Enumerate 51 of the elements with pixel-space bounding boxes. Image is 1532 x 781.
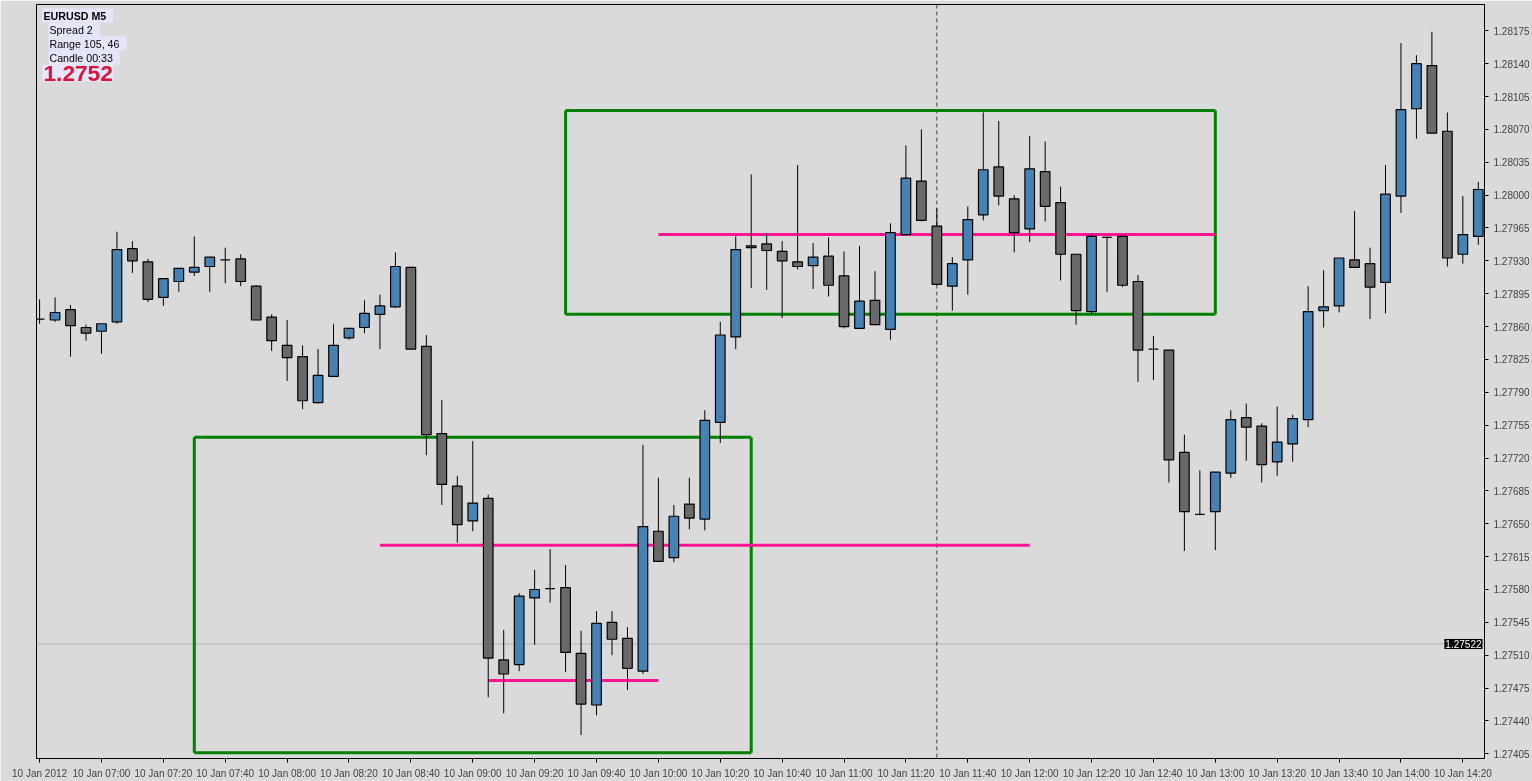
x-tick-label: 10 Jan 14:20 <box>1433 767 1493 779</box>
x-tick-label: 10 Jan 10:00 <box>629 767 688 779</box>
y-tick-label: 1.27440 <box>1493 715 1531 727</box>
x-tick-label: 10 Jan 08:40 <box>381 767 441 779</box>
y-tick-label: 1.27720 <box>1493 453 1531 465</box>
y-tick-label: 1.27755 <box>1493 420 1531 432</box>
x-tick-label: 10 Jan 13:00 <box>1186 767 1245 779</box>
y-tick-label: 1.27965 <box>1493 222 1531 234</box>
y-tick-label: 1.28140 <box>1493 58 1531 70</box>
annotation: Range 105, 46 <box>49 37 120 50</box>
y-tick-label: 1.27825 <box>1493 354 1531 366</box>
y-tick-label: 1.27475 <box>1493 683 1531 695</box>
x-tick-label: 10 Jan 09:40 <box>567 767 626 779</box>
y-tick-label: 1.27580 <box>1493 584 1531 596</box>
y-tick-label: 1.27860 <box>1493 321 1531 333</box>
y-tick-label: 1.27405 <box>1493 748 1531 760</box>
y-tick-label: 1.27930 <box>1493 255 1531 267</box>
x-tick-label: 10 Jan 10:20 <box>691 767 750 779</box>
x-tick-label: 10 Jan 11:00 <box>815 767 874 779</box>
y-tick-label: 1.28070 <box>1493 124 1531 136</box>
x-tick-label: 10 Jan 07:40 <box>196 767 255 779</box>
x-tick-label: 10 Jan 08:00 <box>258 767 317 779</box>
x-tick-label: 10 Jan 2012 <box>12 767 68 779</box>
y-tick-label: 1.27545 <box>1493 617 1531 629</box>
x-tick-label: 10 Jan 08:20 <box>320 767 379 779</box>
x-tick-label: 10 Jan 09:00 <box>443 767 503 779</box>
annotation: Spread 2 <box>49 23 93 36</box>
x-tick-label: 10 Jan 09:20 <box>505 767 564 779</box>
y-tick-label: 1.27790 <box>1493 387 1531 399</box>
y-tick-label: 1.27650 <box>1493 518 1531 530</box>
x-tick-label: 10 Jan 11:40 <box>939 767 997 779</box>
x-tick-label: 10 Jan 07:00 <box>72 767 131 779</box>
y-tick-label: 1.28175 <box>1493 25 1531 37</box>
ref-line-label: 1.27522 <box>1445 638 1482 650</box>
y-tick-label: 1.27615 <box>1493 551 1531 563</box>
x-tick-label: 10 Jan 14:00 <box>1372 767 1431 779</box>
y-tick-label: 1.27685 <box>1493 485 1531 497</box>
x-tick-label: 10 Jan 13:40 <box>1310 767 1369 779</box>
x-tick-label: 10 Jan 12:00 <box>1000 767 1060 779</box>
y-tick-label: 1.27510 <box>1493 650 1531 662</box>
y-tick-label: 1.28035 <box>1493 157 1531 169</box>
x-tick-label: 10 Jan 11:20 <box>877 767 935 779</box>
annotation: EURUSD M5 <box>43 9 107 22</box>
x-tick-label: 10 Jan 10:40 <box>753 767 812 779</box>
y-tick-label: 1.27895 <box>1493 288 1531 300</box>
x-tick-label: 10 Jan 07:20 <box>134 767 193 779</box>
x-tick-label: 10 Jan 12:20 <box>1062 767 1121 779</box>
y-tick-label: 1.28105 <box>1493 91 1531 103</box>
x-tick-label: 10 Jan 13:20 <box>1248 767 1307 779</box>
y-tick-label: 1.28000 <box>1493 190 1531 202</box>
x-tick-label: 10 Jan 12:40 <box>1124 767 1183 779</box>
